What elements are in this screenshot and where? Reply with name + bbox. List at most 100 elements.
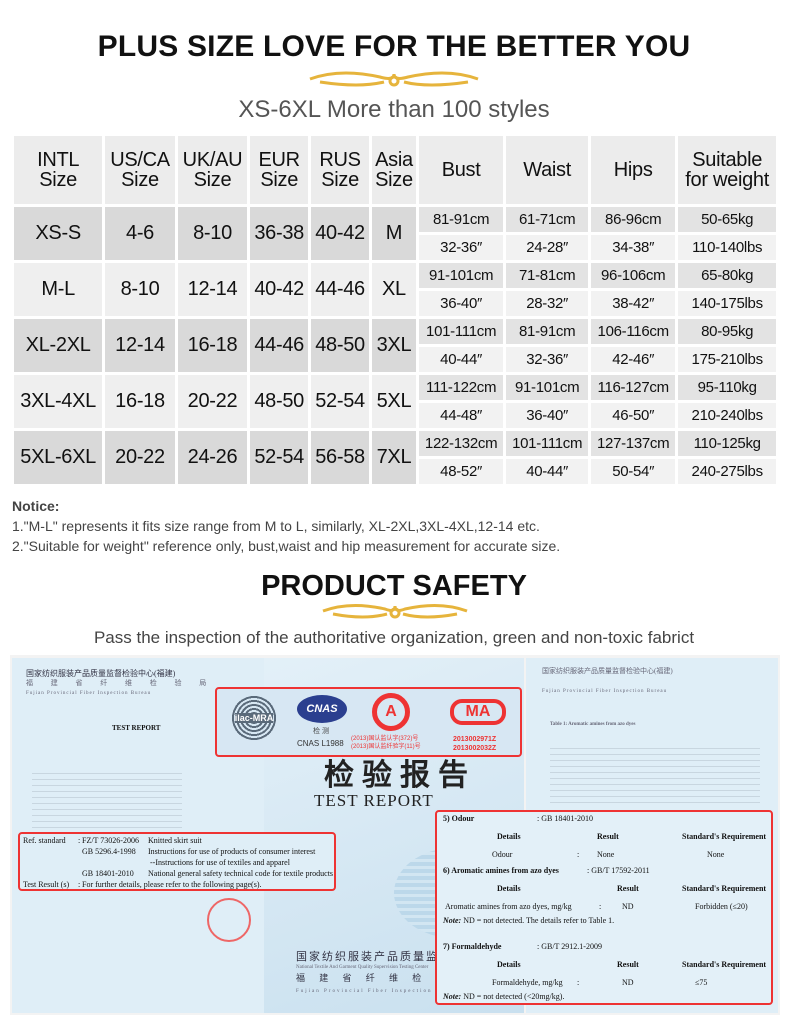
cell-waist_cm: 71-81cm (506, 263, 588, 288)
cover-footer-en: National Textile And Garment Quality Sup… (296, 965, 429, 970)
cell-rus: 40-42 (311, 207, 369, 260)
cell-uk: 24-26 (177, 431, 248, 484)
notice: Notice: 1."M-L" represents it fits size … (12, 496, 560, 556)
row-sep: : (577, 978, 580, 987)
cover-title-cn: 检验报告 (324, 759, 476, 792)
section-standard: : GB/T 17592-2011 (587, 866, 650, 875)
sample-description (32, 768, 182, 828)
col-requirement: Standard's Requirement (682, 832, 767, 841)
ref-label: Ref. standard (23, 836, 66, 845)
cell-asia: XL (371, 263, 416, 316)
cell-uk: 8-10 (177, 207, 248, 260)
row-sep: : (577, 850, 580, 859)
column-header: US/CA Size (105, 136, 175, 204)
gold-ornament-icon (309, 71, 479, 87)
cell-waist_in: 32-36″ (506, 347, 588, 372)
cell-us: 12-14 (105, 319, 175, 372)
size-chart-table: INTL Size US/CA Size UK/AU Size EUR Size RUS Size… (11, 133, 779, 487)
cell-waist_cm: 61-71cm (506, 207, 588, 232)
cell-hips_in: 34-38″ (591, 235, 676, 260)
cell-uk: 20-22 (177, 375, 248, 428)
table-row: XL-2XL 12-14 16-18 44-46 48-50 3XL 101-111cm 81… (14, 319, 776, 372)
gold-ornament-icon (322, 604, 468, 619)
cell-asia: M (371, 207, 416, 260)
cell-bust_in: 44-48″ (418, 403, 504, 428)
cell-waist_in: 28-32″ (506, 291, 588, 316)
cell-hips_in: 50-54″ (591, 459, 676, 484)
notice-item: 1."M-L" represents it fits size range fr… (12, 518, 540, 534)
result-text: For further details, please refer to the… (82, 880, 262, 889)
cell-bust_cm: 122-132cm (418, 431, 504, 456)
cell-us: 4-6 (105, 207, 175, 260)
column-header: Suitable for weight (678, 136, 776, 204)
row-requirement: ≤75 (695, 978, 708, 987)
page-title: PLUS SIZE LOVE FOR THE BETTER YOU (97, 30, 691, 63)
cell-bust_cm: 101-111cm (418, 319, 504, 344)
cnas-label: 检 测 (313, 728, 329, 735)
cell-intl: M-L (14, 263, 103, 316)
cell-bust_in: 32-36″ (418, 235, 504, 260)
cell-eur: 48-50 (250, 375, 309, 428)
section-heading: 7) Formaldehyde (443, 942, 502, 951)
cell-weight_lbs: 175-210lbs (678, 347, 776, 372)
standard-code: FZ/T 73026-2006 (82, 836, 139, 845)
col-requirement: Standard's Requirement (682, 960, 767, 969)
cell-eur: 36-38 (250, 207, 309, 260)
cell-intl: XS-S (14, 207, 103, 260)
cell-weight_lbs: 110-140lbs (678, 235, 776, 260)
cnas-id: CNAS L1988 (297, 739, 344, 748)
row-requirement: Forbidden (≤20) (695, 902, 748, 911)
standard-code: GB 18401-2010 (82, 869, 134, 878)
cell-intl: 3XL-4XL (14, 375, 103, 428)
cell-hips_cm: 127-137cm (591, 431, 676, 456)
cell-uk: 12-14 (177, 263, 248, 316)
row-requirement: None (707, 850, 725, 859)
cell-hips_cm: 96-106cm (591, 263, 676, 288)
cell-us: 16-18 (105, 375, 175, 428)
amines-table (550, 743, 760, 803)
cell-weight_kg: 65-80kg (678, 263, 776, 288)
test-results-box: 5) Odour : GB 18401-2010 Details Result … (435, 810, 773, 1005)
certification-logos: ilac-MRA CNAS 检 测 CNAS L1988 A (2013)国认监… (215, 687, 522, 757)
cover-footer-cn2: 福 建 省 纤 维 检 验 局 (296, 973, 474, 983)
cell-rus: 48-50 (311, 319, 369, 372)
column-header: RUS Size (311, 136, 369, 204)
org-name: 国家纺织服装产品质量监督检验中心(福建) (542, 667, 673, 675)
ilac-mra-logo: ilac-MRA (231, 695, 277, 741)
cell-asia: 3XL (371, 319, 416, 372)
cell-eur: 52-54 (250, 431, 309, 484)
notice-item: 2."Suitable for weight" reference only, … (12, 538, 561, 554)
cell-asia: 7XL (371, 431, 416, 484)
column-header: Bust (418, 136, 504, 204)
cell-hips_cm: 86-96cm (591, 207, 676, 232)
cell-rus: 44-46 (311, 263, 369, 316)
col-details: Details (497, 960, 521, 969)
cell-waist_in: 24-28″ (506, 235, 588, 260)
standard-code: GB 5296.4-1998 (82, 847, 136, 856)
cell-weight_kg: 110-125kg (678, 431, 776, 456)
row-result: ND (622, 902, 634, 911)
section-title: PRODUCT SAFETY (261, 570, 527, 602)
row-detail: Odour (492, 850, 513, 859)
cell-bust_cm: 81-91cm (418, 207, 504, 232)
cell-weight_lbs: 240-275lbs (678, 459, 776, 484)
standard-desc: National general safety technical code f… (148, 869, 334, 878)
column-header: Hips (591, 136, 676, 204)
cal-logo: A (372, 693, 410, 731)
cell-uk: 16-18 (177, 319, 248, 372)
column-header: EUR Size (250, 136, 309, 204)
page-subtitle: XS-6XL More than 100 styles (238, 96, 550, 123)
standard-desc: --Instructions for use of textiles and a… (150, 858, 290, 867)
section-standard: : GB/T 2912.1-2009 (537, 942, 602, 951)
cell-asia: 5XL (371, 375, 416, 428)
bureau-name-cn: 福 建 省 纤 维 检 验 局 (26, 679, 215, 687)
cell-rus: 56-58 (311, 431, 369, 484)
column-header: Asia Size (371, 136, 416, 204)
row-sep: : (599, 902, 602, 911)
cell-eur: 40-42 (250, 263, 309, 316)
cell-weight_kg: 95-110kg (678, 375, 776, 400)
cell-bust_cm: 91-101cm (418, 263, 504, 288)
cell-hips_in: 42-46″ (591, 347, 676, 372)
cell-bust_in: 48-52″ (418, 459, 504, 484)
cell-waist_cm: 91-101cm (506, 375, 588, 400)
